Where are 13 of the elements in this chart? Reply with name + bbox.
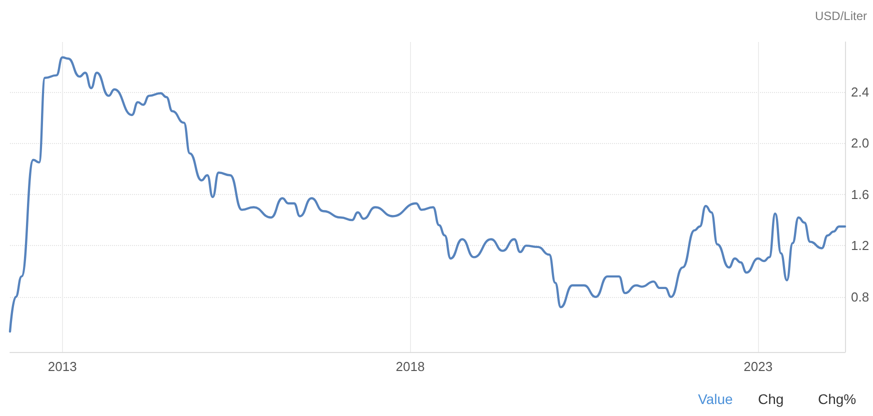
text: Chg% <box>818 391 856 407</box>
y-tick-label: 0.8 <box>851 289 870 304</box>
line-series <box>8 56 846 333</box>
x-tick-label: 2013 <box>48 359 77 374</box>
y-tick-label: 1.6 <box>851 186 870 202</box>
y-tick-label: 2.4 <box>851 84 870 100</box>
text: Chg <box>758 391 784 407</box>
y-tick-label: 2.0 <box>851 136 870 151</box>
x-tick-label: 2018 <box>396 359 425 374</box>
text: Value <box>698 391 733 407</box>
y-axis-title: USD/Liter <box>814 9 868 23</box>
x-tick-label: 2023 <box>744 359 773 374</box>
y-tick-label: 1.2 <box>851 238 870 254</box>
